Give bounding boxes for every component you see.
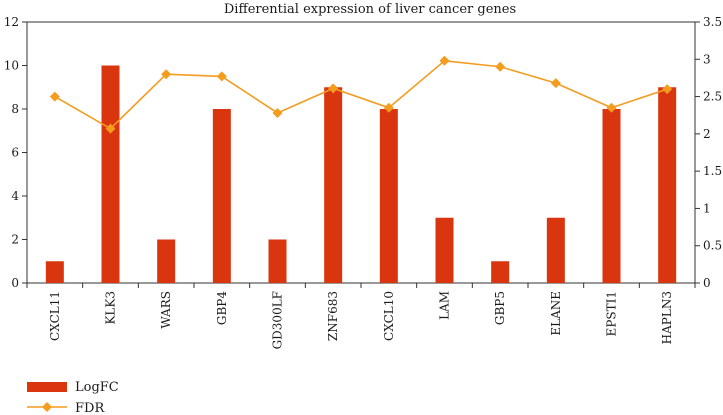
bar-logfc [435, 217, 454, 283]
x-axis-category-label: CXCL10 [382, 291, 396, 341]
x-axis-category-label: GD300LF [271, 291, 285, 349]
left-axis-tick-label: 4 [11, 189, 19, 203]
right-axis-tick-label: 1 [703, 201, 711, 215]
right-axis-tick-label: 1.5 [703, 164, 722, 178]
right-axis-tick-label: 0.5 [703, 239, 722, 253]
bar-logfc [212, 109, 231, 283]
right-axis-tick-label: 3.5 [703, 15, 722, 29]
left-axis-tick-label: 6 [11, 146, 19, 160]
x-axis-category-label: EPSTI1 [605, 291, 619, 336]
point-fdr [216, 71, 227, 82]
legend-label-fdr: FDR [75, 401, 105, 415]
bar-logfc [157, 239, 176, 283]
legend-label-logfc: LogFC [75, 380, 119, 395]
x-axis-category-label: ZNF683 [326, 291, 340, 341]
x-axis-category-label: LAM [438, 291, 452, 320]
bar-logfc [324, 87, 343, 283]
point-fdr [550, 78, 561, 89]
x-axis-category-label: WARS [159, 291, 173, 329]
point-fdr [662, 84, 673, 95]
bar-logfc [602, 109, 621, 283]
line-fdr [54, 59, 668, 130]
point-fdr [105, 123, 116, 134]
x-axis-category-label: GBP4 [215, 291, 229, 325]
bar-logfc [45, 261, 64, 283]
x-axis-category-label: CXCL11 [48, 291, 62, 341]
x-axis-category-label: HAPLN3 [660, 291, 674, 344]
chart-title: Differential expression of liver cancer … [224, 2, 516, 17]
point-fdr [439, 55, 450, 66]
point-fdr [49, 91, 60, 102]
point-fdr [383, 102, 394, 113]
x-axis-category-label: ELANE [549, 291, 563, 336]
bar-logfc [379, 109, 398, 283]
bar-logfc [268, 239, 287, 283]
left-axis-tick-label: 10 [4, 59, 19, 73]
right-axis-tick-label: 0 [703, 276, 711, 290]
left-axis-tick-label: 0 [11, 276, 19, 290]
bar-logfc [658, 87, 677, 283]
bar-logfc [491, 261, 510, 283]
point-fdr [161, 69, 172, 80]
plot-frame [26, 21, 696, 284]
legend-marker-fdr [42, 402, 52, 412]
x-axis-category-label: GBP5 [493, 291, 507, 325]
bar-logfc [546, 217, 565, 283]
x-axis-category-label: KLK3 [104, 291, 118, 325]
legend-swatch-logfc [27, 382, 67, 392]
right-axis-tick-label: 2.5 [703, 90, 722, 104]
left-axis-tick-label: 12 [4, 15, 19, 29]
point-fdr [272, 107, 283, 118]
point-fdr [328, 83, 339, 94]
legend: LogFC FDR [27, 380, 119, 415]
point-fdr [606, 102, 617, 113]
plot-area: 0 2 4 6 8 10 12 0 0.5 1 1.5 2 2.5 3 3.5 CXCL11 KLK3 WARS G… [4, 15, 722, 349]
left-axis-tick-label: 8 [11, 102, 19, 116]
right-axis-tick-label: 3 [703, 52, 711, 66]
bar-logfc [101, 65, 120, 283]
left-axis-tick-label: 2 [11, 233, 19, 247]
right-axis-tick-label: 2 [703, 127, 711, 141]
point-fdr [495, 61, 506, 72]
